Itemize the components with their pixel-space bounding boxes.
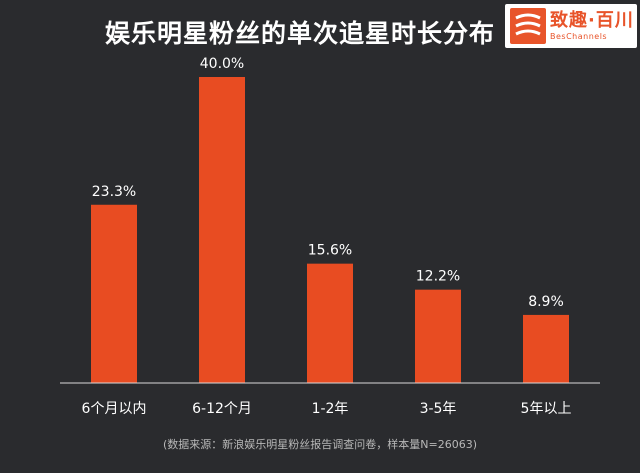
data-source-footnote: (数据来源：新浪娱乐明星粉丝报告调查问卷，样本量N=26063) (162, 438, 478, 451)
logo-sub-text: BesChannels (550, 31, 608, 41)
category-label-2: 6-12个月 (192, 401, 252, 417)
logo-main-text: 致趣·百川 (550, 9, 634, 31)
data-label-5: 8.9% (528, 294, 564, 310)
data-label-4: 12.2% (416, 269, 460, 285)
bar-4 (415, 289, 461, 383)
chart-title: 娱乐明星粉丝的单次追星时长分布 (104, 19, 495, 48)
data-label-2: 40.0% (200, 56, 244, 72)
bar-2 (199, 77, 245, 383)
data-label-1: 23.3% (92, 184, 136, 200)
data-label-3: 15.6% (308, 243, 352, 259)
category-label-3: 1-2年 (312, 401, 349, 417)
bar-1 (91, 204, 137, 383)
bar-5 (523, 314, 569, 383)
category-label-1: 6个月以内 (82, 401, 147, 417)
logo-mark-icon (510, 8, 546, 44)
bar-3 (307, 263, 353, 383)
brand-logo: 致趣·百川 BesChannels (505, 4, 637, 48)
category-label-5: 5年以上 (521, 401, 572, 417)
category-label-4: 3-5年 (420, 401, 457, 417)
